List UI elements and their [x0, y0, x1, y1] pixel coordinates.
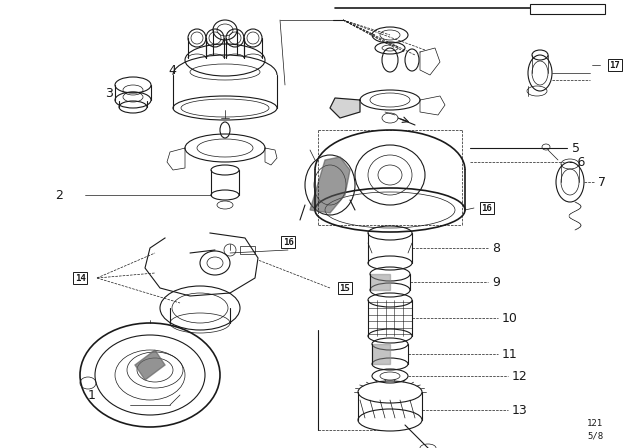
Text: 4: 4	[168, 64, 176, 77]
Text: 13: 13	[512, 404, 528, 417]
Text: 16: 16	[283, 237, 293, 246]
Text: 1: 1	[88, 388, 96, 401]
Polygon shape	[135, 350, 165, 380]
Polygon shape	[330, 98, 360, 118]
Text: 14: 14	[75, 273, 85, 283]
Bar	[530, 4, 605, 14]
Polygon shape	[372, 344, 390, 364]
Polygon shape	[370, 274, 390, 290]
Text: 5: 5	[572, 142, 580, 155]
Text: 8: 8	[492, 241, 500, 254]
Text: 11: 11	[502, 348, 518, 361]
Text: 2: 2	[55, 189, 63, 202]
Text: 15: 15	[340, 284, 350, 293]
Text: - 6: - 6	[569, 155, 586, 168]
Polygon shape	[310, 157, 350, 213]
Bar	[240, 246, 255, 254]
Text: 9: 9	[492, 276, 500, 289]
Text: 16: 16	[482, 203, 492, 212]
Text: 121
5/8: 121 5/8	[587, 419, 603, 441]
Text: 17: 17	[610, 60, 620, 69]
Text: 3: 3	[105, 86, 113, 99]
Text: 12: 12	[512, 370, 528, 383]
Text: 7: 7	[598, 176, 606, 189]
Text: 10: 10	[502, 311, 518, 324]
